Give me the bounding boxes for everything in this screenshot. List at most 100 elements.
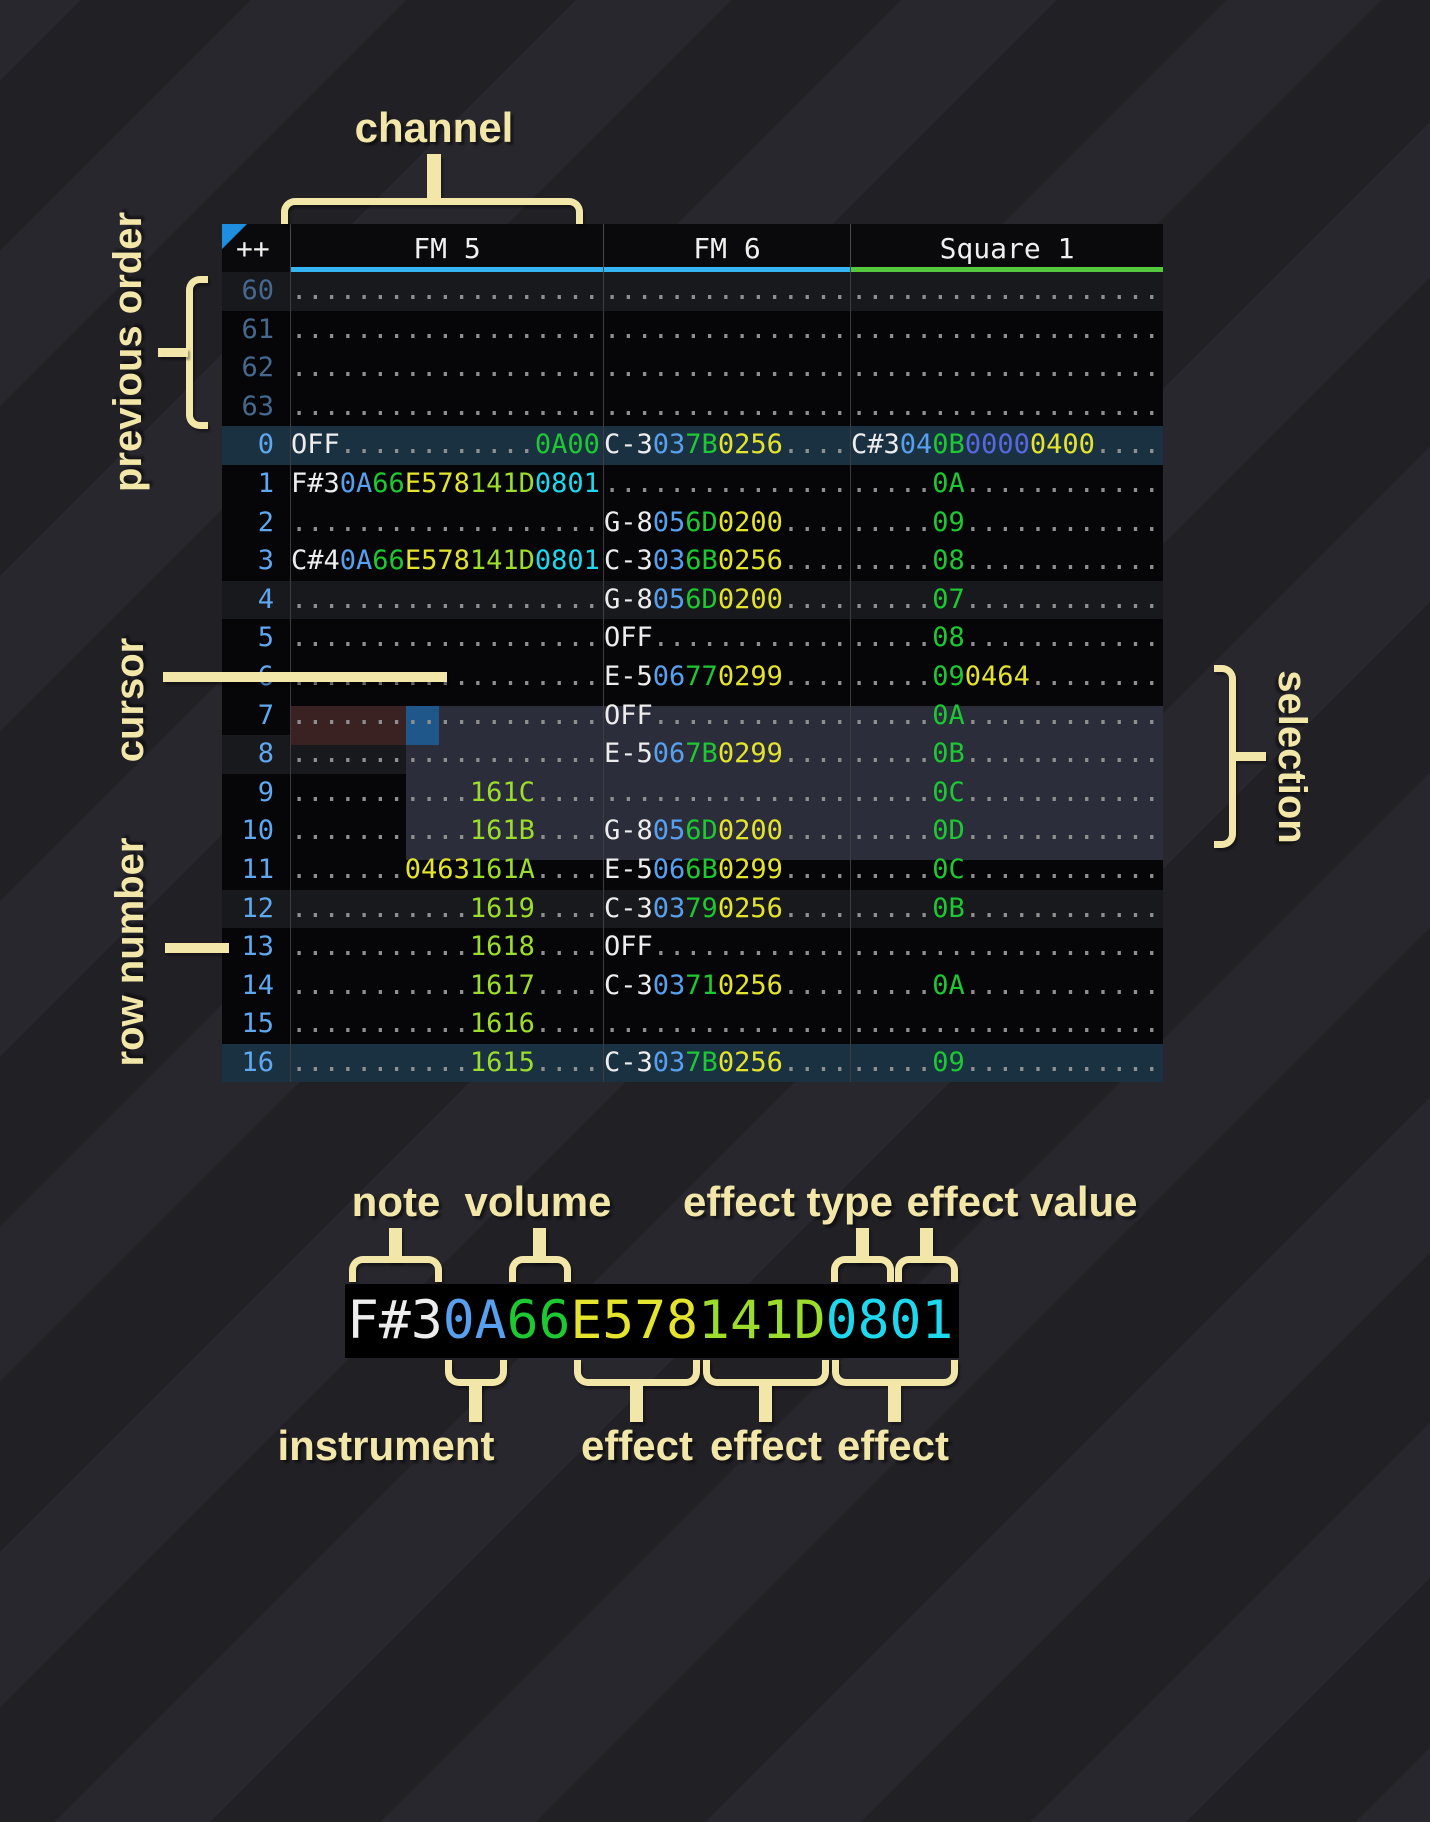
pattern-cell[interactable]: E-506770299....	[603, 657, 850, 697]
pattern-cell[interactable]: C-3036B0256....	[603, 542, 850, 581]
pattern-segment-n: G-8	[604, 815, 653, 847]
effect-type-callout-stem	[856, 1228, 869, 1262]
pattern-cell[interactable]: G-8056D0200....	[603, 812, 850, 851]
pattern-cell[interactable]: OFF............0A00	[290, 426, 603, 465]
pattern-cell[interactable]: .....09............	[850, 1043, 1163, 1083]
pattern-cell[interactable]: ...................	[290, 619, 603, 658]
empty-dots: .....	[851, 892, 933, 924]
instrument-callout-label: instrument	[277, 1422, 495, 1469]
pattern-cell[interactable]: .....0B............	[850, 889, 1163, 929]
pattern-cell[interactable]: ...............	[603, 349, 850, 388]
pattern-cell[interactable]: ...........1616....	[290, 1005, 603, 1044]
pattern-cell[interactable]: ...................	[290, 735, 603, 774]
pattern-segment-i: 0A	[339, 467, 373, 499]
empty-dots: ............	[964, 545, 1160, 577]
pattern-cell[interactable]: .....090464........	[850, 657, 1163, 697]
empty-dots: ...................	[851, 352, 1160, 384]
pattern-cell[interactable]: ...............	[603, 310, 850, 350]
pattern-cell[interactable]: ...................	[850, 310, 1163, 350]
pattern-cell[interactable]: ...........161C....	[290, 773, 603, 813]
pattern-cell[interactable]: .....0A............	[850, 464, 1163, 504]
pattern-cell[interactable]: ...................	[290, 272, 603, 311]
empty-dots: ...........	[291, 776, 470, 808]
pattern-cell[interactable]: ...................	[290, 503, 603, 543]
pattern-cell[interactable]: OFF............	[603, 928, 850, 967]
channel-header-fm-5[interactable]: FM 5	[290, 224, 603, 272]
pattern-corner-button[interactable]: ++	[222, 224, 290, 272]
channel-header-square-1[interactable]: Square 1	[850, 224, 1163, 272]
pattern-cell[interactable]: ...........1619....	[290, 889, 603, 929]
pattern-cell[interactable]: ...................	[290, 349, 603, 388]
pattern-cell[interactable]: .....0D............	[850, 812, 1163, 851]
pattern-cell[interactable]: ...............	[603, 1005, 850, 1044]
pattern-cell[interactable]: E-5067B0299....	[603, 735, 850, 774]
pattern-cell[interactable]: ...................	[290, 310, 603, 350]
row-number: 5	[257, 622, 274, 654]
pattern-cell[interactable]: C-303710256....	[603, 966, 850, 1006]
empty-dots: .....	[851, 1046, 933, 1078]
pattern-cell[interactable]: ...........161B....	[290, 812, 603, 851]
channel-callout-label: channel	[354, 104, 514, 151]
pattern-cell[interactable]: ...........1617....	[290, 966, 603, 1006]
pattern-segment-y: 0200	[717, 506, 783, 538]
cursor-cell[interactable]	[406, 706, 439, 745]
pattern-segment-n: C#4	[291, 545, 340, 577]
effect-value-callout-bracket	[895, 1256, 958, 1282]
pattern-segment-n: G-8	[604, 506, 653, 538]
pattern-cell[interactable]: F#30A66E578141D0801	[290, 464, 603, 504]
pattern-cell[interactable]: ...............	[603, 464, 850, 504]
empty-dots: ............	[964, 776, 1160, 808]
pattern-body: 60......................................…	[222, 272, 1163, 1083]
pattern-cell[interactable]: ...........1615....	[290, 1043, 603, 1083]
pattern-cell[interactable]: C-3037B0256....	[603, 426, 850, 465]
pattern-cell[interactable]: .....0C............	[850, 773, 1163, 813]
pattern-cell[interactable]: .....0B............	[850, 735, 1163, 774]
pattern-cell[interactable]: ...........1618....	[290, 928, 603, 967]
pattern-cell[interactable]: C-303790256....	[603, 889, 850, 929]
pattern-cell[interactable]: C#3040B00000400....	[850, 426, 1163, 465]
pattern-row-1: 1 F#30A66E578141D0801....................…	[222, 464, 1163, 504]
pattern-cell[interactable]: ...............	[603, 773, 850, 813]
pattern-cell[interactable]: C#40A66E578141D0801	[290, 542, 603, 581]
pattern-row-12: 12 ...........1619.... C-303790256........…	[222, 889, 1163, 929]
pattern-cell[interactable]: ...................	[290, 696, 603, 736]
pattern-cell[interactable]: G-8056D0200....	[603, 503, 850, 543]
empty-dots: .....	[851, 815, 933, 847]
pattern-segment-v: 66	[372, 467, 405, 499]
pattern-cell[interactable]: .....07............	[850, 580, 1163, 620]
pattern-segment-y: E578	[404, 467, 470, 499]
row-number: 10	[241, 815, 274, 847]
pattern-cell[interactable]: ...................	[850, 1005, 1163, 1044]
pattern-cell[interactable]: OFF............	[603, 619, 850, 658]
pattern-cell[interactable]: ...................	[290, 580, 603, 620]
pattern-cell[interactable]: C-3037B0256....	[603, 1043, 850, 1083]
channel-header-fm-6[interactable]: FM 6	[603, 224, 850, 272]
pattern-cell[interactable]: .....08............	[850, 619, 1163, 658]
pattern-cell[interactable]: .....0A............	[850, 966, 1163, 1006]
empty-dots: ....	[782, 738, 848, 770]
pattern-segment-g: 1619	[469, 892, 535, 924]
empty-dots: .....	[851, 853, 933, 885]
effect2-callout-bracket	[703, 1360, 829, 1386]
pattern-segment-c: 0801	[825, 1290, 954, 1351]
pattern-cell[interactable]: ...................	[850, 387, 1163, 427]
pattern-segment-g: 1617	[469, 969, 535, 1001]
pattern-cell[interactable]: G-8056D0200....	[603, 580, 850, 620]
pattern-cell[interactable]: ...............	[603, 387, 850, 427]
pattern-cell[interactable]: .....0A............	[850, 696, 1163, 736]
pattern-cell[interactable]: .....09............	[850, 503, 1163, 543]
pattern-cell[interactable]: ...................	[850, 928, 1163, 967]
pattern-cell[interactable]: ...............	[603, 272, 850, 311]
pattern-segment-v: 0B	[932, 892, 965, 924]
empty-dots: ...............	[604, 467, 848, 499]
pattern-cell[interactable]: .......0463161A....	[290, 850, 603, 890]
pattern-cell[interactable]: ...................	[850, 349, 1163, 388]
pattern-cell[interactable]: E-5066B0299....	[603, 850, 850, 890]
pattern-cell[interactable]: ...................	[850, 272, 1163, 311]
pattern-cell[interactable]: .....0C............	[850, 850, 1163, 890]
channel-underline	[291, 267, 603, 272]
pattern-cell[interactable]: .....08............	[850, 542, 1163, 581]
pattern-cell[interactable]: OFF............	[603, 696, 850, 736]
volume-callout-label: volume	[464, 1178, 612, 1225]
pattern-cell[interactable]: ...................	[290, 387, 603, 427]
